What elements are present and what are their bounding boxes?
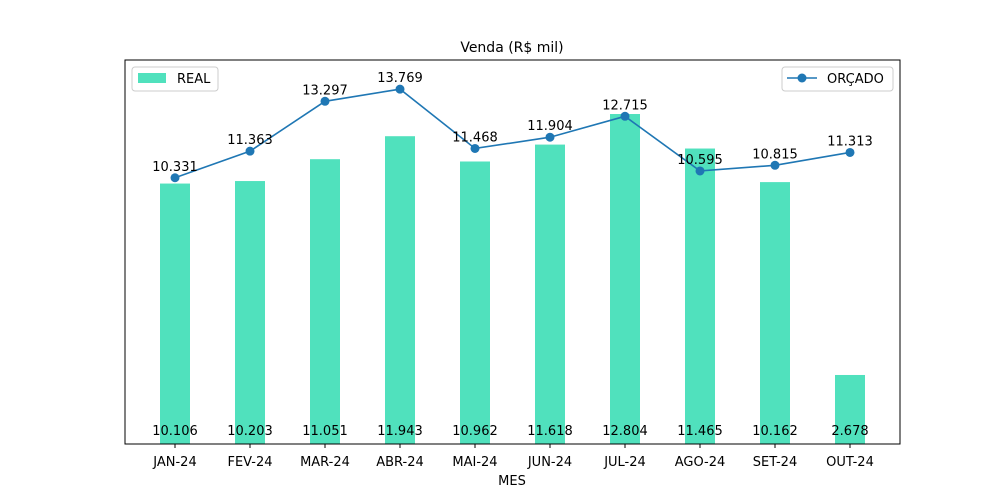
x-axis: JAN-24 FEV-24 MAR-24 ABR-24 MAI-24 JUN-24 JUL-… bbox=[152, 444, 874, 470]
label-orcado-jun-24: 11.904 bbox=[527, 119, 573, 134]
point-orcado-mar-24 bbox=[320, 96, 330, 106]
bar-real-ago-24 bbox=[685, 148, 715, 444]
x-axis-label: MES bbox=[498, 474, 526, 489]
x-tick-label-jun-24: JUN-24 bbox=[527, 455, 572, 470]
x-tick-label-jan-24: JAN-24 bbox=[152, 455, 196, 470]
bar-real-jul-24 bbox=[610, 114, 640, 445]
legend-real-swatch bbox=[138, 73, 166, 83]
label-orcado-out-24: 11.313 bbox=[827, 134, 873, 149]
bar-real-out-24 bbox=[835, 374, 865, 444]
point-orcado-mai-24 bbox=[470, 143, 480, 153]
point-orcado-jun-24 bbox=[545, 132, 555, 142]
label-orcado-jan-24: 10.331 bbox=[152, 160, 198, 175]
bar-real-mar-24 bbox=[310, 159, 340, 444]
bar-real-abr-24 bbox=[385, 136, 415, 444]
x-tick-label-abr-24: ABR-24 bbox=[376, 455, 424, 470]
label-orcado-set-24: 10.815 bbox=[752, 147, 798, 162]
label-real-abr-24: 11.943 bbox=[377, 424, 423, 439]
legend-orcado-marker bbox=[797, 73, 807, 83]
bar-real-mai-24 bbox=[460, 161, 490, 445]
point-orcado-fev-24 bbox=[245, 146, 255, 156]
point-orcado-set-24 bbox=[770, 160, 780, 170]
label-real-mar-24: 11.051 bbox=[302, 424, 348, 439]
bars-layer bbox=[160, 114, 865, 445]
label-real-jan-24: 10.106 bbox=[152, 424, 198, 439]
point-orcado-out-24 bbox=[845, 147, 855, 157]
x-tick-label-ago-24: AGO-24 bbox=[675, 455, 726, 470]
x-tick-label-out-24: OUT-24 bbox=[826, 455, 874, 470]
label-real-jul-24: 12.804 bbox=[602, 424, 648, 439]
label-orcado-abr-24: 13.769 bbox=[377, 71, 423, 86]
label-real-mai-24: 10.962 bbox=[452, 424, 498, 439]
x-tick-label-jul-24: JUL-24 bbox=[603, 455, 646, 470]
labels-layer: 10.106 10.203 11.051 11.943 10.962 11.618 12.8… bbox=[152, 71, 873, 439]
point-orcado-abr-24 bbox=[395, 84, 405, 94]
x-tick-label-set-24: SET-24 bbox=[753, 455, 797, 470]
x-tick-label-fev-24: FEV-24 bbox=[227, 455, 272, 470]
point-orcado-jul-24 bbox=[620, 111, 630, 121]
plot-frame bbox=[124, 59, 901, 445]
bar-real-set-24 bbox=[760, 182, 790, 444]
label-orcado-ago-24: 10.595 bbox=[677, 153, 723, 168]
point-orcado-ago-24 bbox=[695, 166, 705, 176]
point-orcado-jan-24 bbox=[170, 173, 180, 183]
label-real-fev-24: 10.203 bbox=[227, 424, 273, 439]
bar-real-jan-24 bbox=[160, 183, 190, 445]
label-orcado-mai-24: 11.468 bbox=[452, 130, 498, 145]
x-tick-label-mai-24: MAI-24 bbox=[452, 455, 497, 470]
label-real-set-24: 10.162 bbox=[752, 424, 798, 439]
line-layer bbox=[170, 84, 855, 183]
bar-real-jun-24 bbox=[535, 144, 565, 445]
legend-orcado-label: ORÇADO bbox=[827, 72, 884, 87]
label-orcado-fev-24: 11.363 bbox=[227, 133, 273, 148]
legend-orcado: ORÇADO bbox=[781, 66, 894, 92]
legend-real: REAL bbox=[131, 66, 219, 92]
line-orcado bbox=[174, 88, 851, 179]
legend-real-label: REAL bbox=[177, 72, 211, 87]
chart-title: Venda (R$ mil) bbox=[460, 40, 563, 56]
label-orcado-mar-24: 13.297 bbox=[302, 83, 348, 98]
label-real-out-24: 2.678 bbox=[831, 424, 868, 439]
bar-real-fev-24 bbox=[235, 181, 265, 444]
x-tick-label-mar-24: MAR-24 bbox=[300, 455, 350, 470]
label-real-jun-24: 11.618 bbox=[527, 424, 573, 439]
label-orcado-jul-24: 12.715 bbox=[602, 98, 648, 113]
label-real-ago-24: 11.465 bbox=[677, 424, 723, 439]
